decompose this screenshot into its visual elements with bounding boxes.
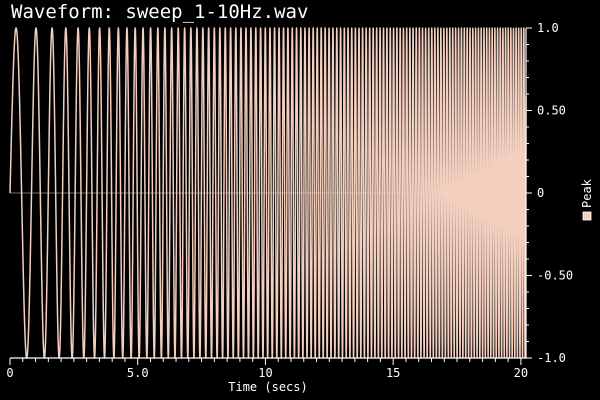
y-tick-label: 1.0 (537, 21, 559, 35)
x-tick-label: 15 (386, 366, 400, 380)
x-tick-label: 10 (258, 366, 272, 380)
x-tick-label: 20 (514, 366, 528, 380)
y-tick-label: 0 (537, 186, 544, 200)
legend-swatch-peak (583, 212, 591, 220)
y-tick-label: -1.0 (537, 351, 566, 365)
x-axis-label: Time (secs) (228, 380, 307, 394)
y-tick-label: 0.50 (537, 104, 566, 118)
x-tick-label: 0 (6, 366, 13, 380)
x-tick-label: 5.0 (127, 366, 149, 380)
legend[interactable]: Peak (580, 178, 594, 220)
legend-label-peak: Peak (580, 178, 594, 208)
y-tick-label: -0.50 (537, 269, 573, 283)
